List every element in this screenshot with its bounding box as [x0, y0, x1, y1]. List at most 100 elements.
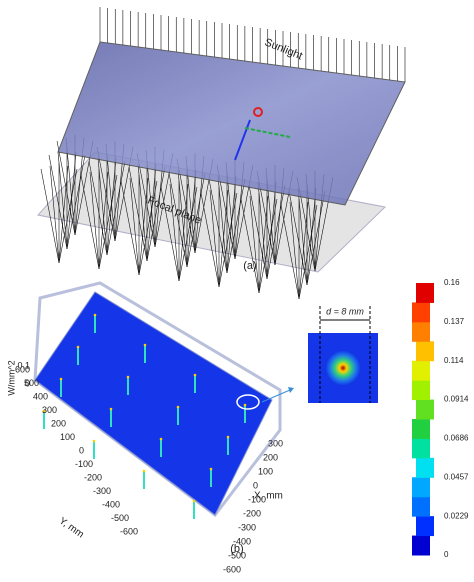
x-axis-label: X, mm — [254, 491, 283, 502]
pointer — [288, 387, 294, 393]
ray — [128, 166, 148, 262]
ray — [48, 154, 68, 250]
color-step — [412, 438, 430, 459]
color-step — [412, 496, 430, 517]
ray — [258, 195, 269, 294]
ray — [248, 184, 268, 280]
spike-tip — [59, 377, 63, 381]
y-tick: -200 — [84, 472, 102, 482]
y-tick: 300 — [42, 405, 57, 415]
colorbar-tick: 0.114 — [444, 356, 464, 365]
ray — [129, 177, 140, 276]
ray — [137, 163, 148, 262]
spike-tip — [93, 313, 97, 317]
spikes — [42, 313, 247, 519]
colorbar-tick: 0 — [444, 550, 449, 559]
x-tick: -300 — [238, 522, 256, 532]
ray — [298, 204, 318, 300]
y-tick: 200 — [51, 418, 66, 428]
x-tick: -100 — [248, 494, 266, 504]
ray — [289, 201, 300, 300]
z-axis-label: W/mm^2 — [6, 360, 16, 395]
ray — [138, 180, 158, 276]
color-step — [416, 341, 434, 362]
ray — [106, 160, 126, 256]
axis-marker — [253, 107, 263, 117]
ray — [160, 186, 180, 282]
color-step — [416, 457, 434, 478]
highlight — [236, 394, 260, 410]
ray — [258, 198, 278, 294]
ray — [138, 177, 149, 276]
ray — [218, 192, 238, 288]
ray — [266, 184, 286, 280]
y-tick: 100 — [60, 432, 75, 442]
ray — [240, 198, 260, 294]
y-tick: 500 — [24, 378, 39, 388]
spike-tip — [243, 403, 247, 407]
ray — [178, 183, 189, 282]
color-step — [416, 516, 434, 537]
ray — [297, 187, 308, 286]
ray — [226, 178, 246, 274]
ray — [288, 190, 308, 286]
x-tick: -600 — [223, 564, 241, 574]
colorbar-tick: 0.0686 — [444, 434, 469, 443]
ray — [49, 165, 60, 264]
x-tick: 300 — [268, 438, 283, 448]
label: Sunlight — [263, 36, 304, 62]
ray — [146, 166, 166, 262]
y-tick: -600 — [120, 526, 138, 536]
ray — [120, 180, 140, 276]
spike-tip — [109, 407, 113, 411]
spike-tip — [76, 345, 80, 349]
colorbar: 0.16 0.137 0.114 0.0914 0.0686 0.0457 0.0229 0 — [412, 278, 469, 559]
z-tick: 0 — [25, 378, 30, 388]
ray — [306, 187, 317, 286]
inset-label: d = 8 mm — [326, 306, 364, 316]
z-tick: 0.1 — [17, 360, 30, 370]
x-tick: -400 — [233, 536, 251, 546]
spike-tip — [42, 409, 46, 413]
ray — [249, 195, 260, 294]
color-step — [412, 321, 430, 342]
color-step — [412, 419, 430, 439]
y-tick: 600 — [15, 364, 30, 374]
colorbar-tick: 0.0229 — [444, 511, 469, 520]
colorbar-tick: 0.0914 — [444, 395, 469, 404]
x-tick: -200 — [243, 508, 261, 518]
axis-arrow — [244, 127, 291, 138]
ray — [217, 175, 228, 274]
ray — [306, 190, 326, 286]
inset-spot — [325, 350, 361, 386]
spike-tip — [176, 405, 180, 409]
ray — [177, 169, 188, 268]
ray — [226, 175, 237, 274]
ray — [168, 172, 188, 268]
ray — [218, 189, 229, 288]
ray — [58, 165, 69, 264]
colorbar-tick: 0.137 — [444, 317, 465, 326]
colorbar-tick: 0.0457 — [444, 472, 469, 481]
ray — [89, 171, 100, 270]
spike-tip — [193, 373, 197, 377]
ray — [208, 178, 228, 274]
y-tick: -300 — [93, 486, 111, 496]
panel-tag: (a) — [243, 260, 256, 272]
ray — [257, 181, 268, 280]
panel-b: W/mm^2 0.1 0 Y, mm X, mm d = 8 mm 0.160.… — [6, 278, 469, 574]
axis-arrow — [234, 119, 251, 161]
y-tick: -500 — [111, 513, 129, 523]
x-tick: 200 — [263, 452, 278, 462]
ray — [66, 154, 86, 250]
y-tick: 0 — [79, 445, 84, 455]
spike-tip — [126, 375, 130, 379]
ray — [80, 174, 100, 270]
ray — [178, 186, 198, 282]
spike-tip — [209, 467, 213, 471]
x-tick: 100 — [258, 466, 273, 476]
pointer — [261, 389, 291, 403]
ray — [98, 171, 109, 270]
ray — [98, 174, 118, 270]
